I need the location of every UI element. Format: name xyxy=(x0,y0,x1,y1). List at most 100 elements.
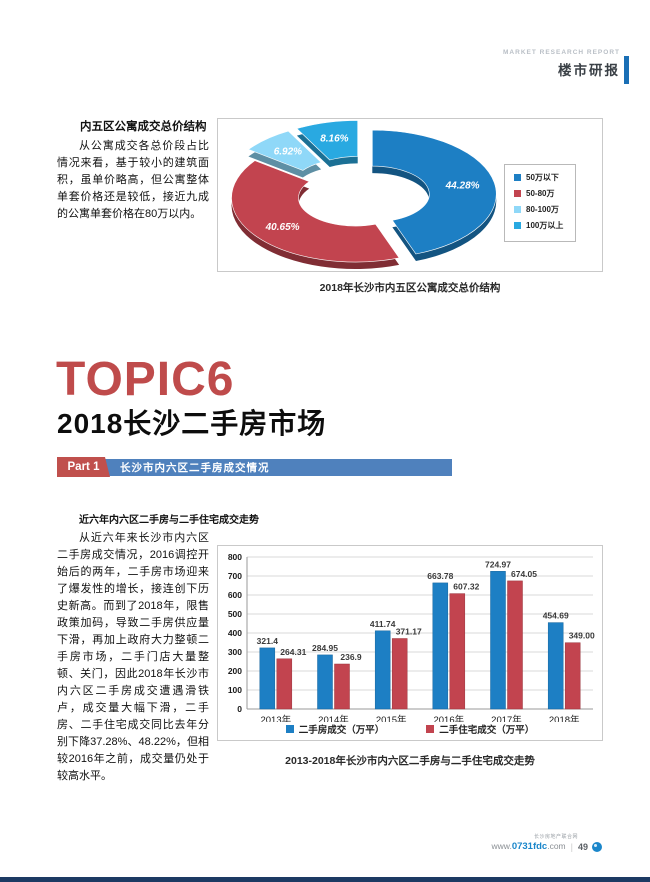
report-title: 楼市研报 xyxy=(558,63,620,78)
donut-caption: 2018年长沙市内五区公寓成交总价结构 xyxy=(319,282,501,294)
part1-badge: Part 1 xyxy=(57,457,110,477)
donut-slice-1 xyxy=(231,160,400,269)
x-tick-label: 2018年 xyxy=(549,714,580,722)
donut-data-label: 40.65% xyxy=(265,222,300,233)
bar-2013年-series0 xyxy=(259,647,276,710)
bar-value-label: 349.00 xyxy=(569,631,595,641)
page-number: 49 xyxy=(577,841,588,852)
bar-value-label: 411.74 xyxy=(370,619,396,629)
donut-slice-face xyxy=(372,129,497,255)
bar-value-label: 454.69 xyxy=(543,611,569,621)
section2-body: 从近六年来长沙市内六区二手房成交情况，2016调控开始后的两年，二手房市场迎来了… xyxy=(57,532,209,782)
donut-legend-item: 50万以下 xyxy=(514,172,575,183)
bar-value-label: 236.9 xyxy=(340,652,362,662)
x-tick-label: 2013年 xyxy=(260,714,291,722)
donut-slice-face xyxy=(231,160,400,263)
bar-value-label: 284.95 xyxy=(312,643,338,653)
legend-swatch-icon xyxy=(285,725,294,733)
legend-label: 50万以下 xyxy=(526,173,559,182)
x-tick-label: 2014年 xyxy=(318,714,349,722)
topic-label: TOPIC6 xyxy=(56,353,235,406)
donut-slice-face xyxy=(296,120,358,161)
bottom-accent-bar xyxy=(0,877,650,882)
section2-heading: 近六年内六区二手房与二手住宅成交走势 xyxy=(79,515,259,526)
donut-chart-box: 44.28% 40.65% 6.92% 8.16% 50万以下 50-80万 80-100… xyxy=(217,118,603,272)
bar-chart-box: 0 100 200 300 400 500 600 700 800 2013年 321.4 264.3… xyxy=(217,545,603,741)
bar-chart: 0 100 200 300 400 500 600 700 800 2013年 321.4264.3… xyxy=(228,552,595,726)
legend-swatch-icon xyxy=(514,174,521,181)
donut-data-label: 6.92% xyxy=(274,147,302,158)
y-tick-label: 600 xyxy=(228,590,242,600)
donut-legend-item: 80-100万 xyxy=(514,204,575,215)
footer-url[interactable]: www.0731fdc.com xyxy=(491,841,566,852)
bar-2015年-series0 xyxy=(374,630,391,710)
part1-title-bar: 长沙市内六区二手房成交情况 xyxy=(104,459,452,476)
header-accent-bar xyxy=(624,56,629,84)
page-header: MARKET RESEARCH REPORT 楼市研报 xyxy=(503,49,620,79)
bar-value-label: 607.32 xyxy=(453,582,479,592)
donut-slice-face xyxy=(247,130,322,171)
x-tick-label: 2017年 xyxy=(491,714,522,722)
bar-2017年-series0 xyxy=(490,571,506,710)
bar-2018年-series0 xyxy=(547,622,564,710)
y-tick-label: 200 xyxy=(228,666,242,676)
y-tick-label: 500 xyxy=(228,609,242,619)
bar-2016年-series0 xyxy=(432,582,449,710)
bar-legend-item: 二手住宅成交（万平） xyxy=(426,722,534,736)
bar-2018年-series1 xyxy=(564,642,581,710)
y-tick-label: 800 xyxy=(228,552,242,562)
donut-chart: 44.28% 40.65% 6.92% 8.16% xyxy=(231,120,497,269)
donut-data-label: 8.16% xyxy=(320,134,348,145)
legend-label: 80-100万 xyxy=(526,205,559,214)
legend-swatch-icon xyxy=(514,190,521,197)
bar-chart-legend: 二手房成交（万平） 二手住宅成交（万平） xyxy=(218,722,602,736)
part1-title: 长沙市内六区二手房成交情况 xyxy=(120,462,270,474)
y-tick-label: 700 xyxy=(228,571,242,581)
y-tick-label: 400 xyxy=(228,628,242,638)
footer-site-name: 长沙房地产联合网 xyxy=(533,834,578,840)
globe-icon xyxy=(592,841,602,852)
bar-2014年-series0 xyxy=(317,654,333,710)
bar-2014年-series1 xyxy=(334,663,350,710)
bar-chart-caption: 2013-2018年长沙市内六区二手房与二手住宅成交走势 xyxy=(285,755,535,767)
bar-value-label: 674.05 xyxy=(511,569,537,579)
donut-legend-item: 50-80万 xyxy=(514,188,575,199)
footer-url-highlight[interactable]: 0731fdc xyxy=(511,841,548,852)
x-tick-label: 2015年 xyxy=(376,714,407,722)
bar-value-label: 663.78 xyxy=(427,571,453,581)
footer-separator: | xyxy=(570,841,573,852)
legend-swatch-icon xyxy=(426,725,435,733)
section1-heading: 内五区公寓成交总价结构 xyxy=(80,121,207,133)
legend-label: 二手房成交（万平） xyxy=(298,725,385,736)
donut-legend-item: 100万以上 xyxy=(514,220,575,231)
donut-data-label: 44.28% xyxy=(445,181,480,192)
section1-body: 从公寓成交各总价段占比情况来看，基于较小的建筑面积，虽单价略高，但公寓整体单套价… xyxy=(57,140,209,220)
legend-label: 50-80万 xyxy=(526,189,555,198)
bar-legend-item: 二手房成交（万平） xyxy=(285,722,385,736)
section1-text-column: 内五区公寓成交总价结构 从公寓成交各总价段占比情况来看，基于较小的建筑面积，虽单… xyxy=(57,118,209,223)
donut-slice-2 xyxy=(247,130,322,178)
bar-value-label: 724.97 xyxy=(485,559,511,569)
bar-value-label: 371.17 xyxy=(396,627,422,637)
donut-legend: 50万以下 50-80万 80-100万 100万以上 xyxy=(504,164,576,242)
bar-2013年-series1 xyxy=(276,658,293,710)
section2-text-column: 近六年内六区二手房与二手住宅成交走势 从近六年来长沙市内六区二手房成交情况，20… xyxy=(57,511,259,785)
topic-title: 2018长沙二手房市场 xyxy=(57,408,327,439)
bar-2016年-series1 xyxy=(449,593,466,710)
x-tick-label: 2016年 xyxy=(433,714,464,722)
legend-label: 100万以上 xyxy=(526,221,564,230)
y-tick-label: 100 xyxy=(228,685,242,695)
bar-value-label: 321.4 xyxy=(257,636,279,646)
bar-value-label: 264.31 xyxy=(280,647,306,657)
donut-slice-3 xyxy=(296,120,358,167)
legend-swatch-icon xyxy=(514,222,521,229)
legend-swatch-icon xyxy=(514,206,521,213)
donut-slice-0 xyxy=(372,129,497,261)
report-type-label: MARKET RESEARCH REPORT xyxy=(503,49,620,56)
bar-2015年-series1 xyxy=(391,638,408,710)
bar-2017年-series1 xyxy=(507,580,523,710)
y-tick-label: 300 xyxy=(228,647,242,657)
y-tick-label: 0 xyxy=(237,704,242,714)
legend-label: 二手住宅成交（万平） xyxy=(439,725,535,736)
page-footer: 长沙房地产联合网 www.0731fdc.com | 49 xyxy=(492,833,602,852)
